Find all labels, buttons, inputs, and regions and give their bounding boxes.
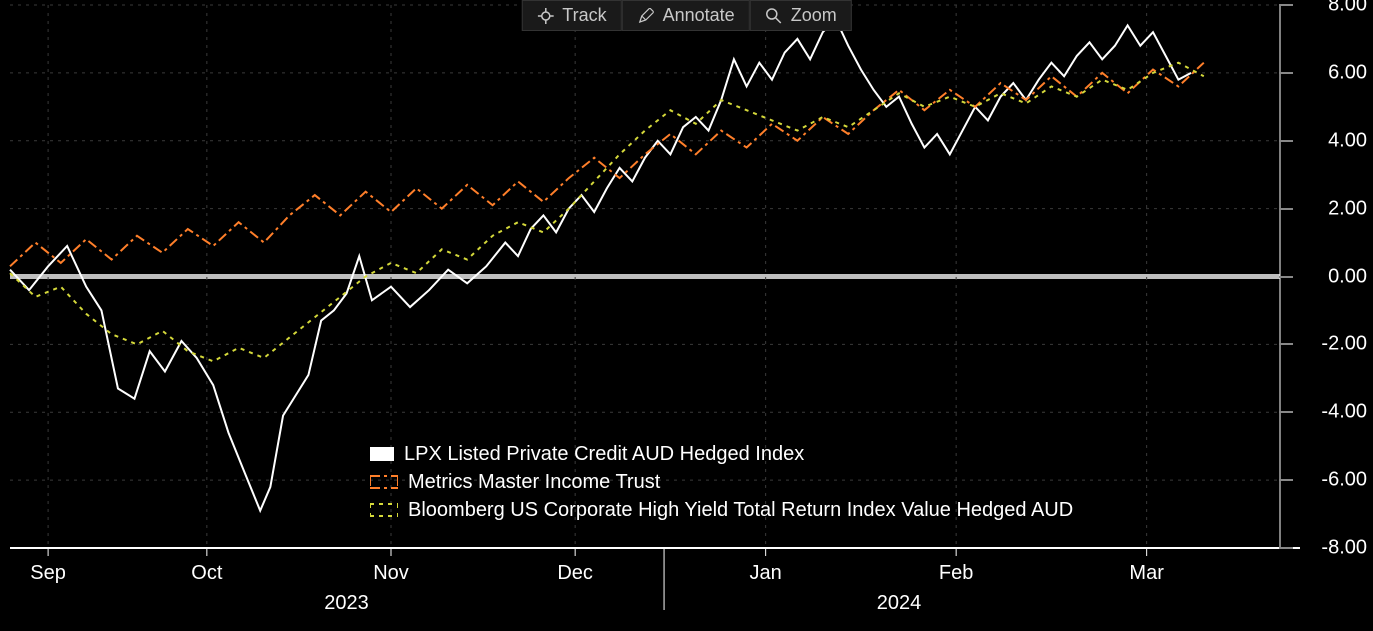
y-tick-label: 4.00 — [1328, 129, 1367, 152]
y-tick-label: -2.00 — [1321, 333, 1367, 356]
x-tick-label: Nov — [373, 562, 409, 585]
x-tick-label: Oct — [191, 562, 222, 585]
annotate-tool[interactable]: Annotate — [622, 0, 750, 31]
zoom-label: Zoom — [791, 5, 837, 26]
y-tick-label: 8.00 — [1328, 0, 1367, 17]
x-tick-label: Jan — [750, 562, 782, 585]
x-tick-label: Sep — [30, 562, 66, 585]
legend-label-1: Metrics Master Income Trust — [408, 468, 660, 496]
x-tick-label: Feb — [939, 562, 973, 585]
pencil-icon — [637, 7, 655, 25]
legend-swatch-1 — [370, 472, 398, 492]
y-tick-mark — [1279, 479, 1293, 481]
year-label: 2024 — [877, 592, 922, 615]
chart-legend: LPX Listed Private Credit AUD Hedged Ind… — [370, 440, 1073, 524]
y-tick-label: 6.00 — [1328, 61, 1367, 84]
chart-plot — [0, 0, 1373, 631]
y-tick-label: -6.00 — [1321, 469, 1367, 492]
y-tick-mark — [1279, 140, 1293, 142]
y-tick-label: -8.00 — [1321, 537, 1367, 560]
year-label: 2023 — [324, 592, 369, 615]
chart-toolbar: Track Annotate Zoom — [521, 0, 851, 31]
track-label: Track — [562, 5, 606, 26]
legend-label-2: Bloomberg US Corporate High Yield Total … — [408, 496, 1073, 524]
y-tick-mark — [1279, 208, 1293, 210]
crosshair-icon — [536, 7, 554, 25]
y-tick-mark — [1279, 343, 1293, 345]
y-tick-label: -4.00 — [1321, 401, 1367, 424]
zoom-tool[interactable]: Zoom — [750, 0, 852, 31]
track-tool[interactable]: Track — [521, 0, 621, 31]
legend-row-1: Metrics Master Income Trust — [370, 468, 1073, 496]
y-tick-mark — [1279, 72, 1293, 74]
y-tick-mark — [1279, 4, 1293, 6]
y-tick-mark — [1279, 276, 1293, 278]
legend-swatch-2 — [370, 500, 398, 520]
y-tick-mark — [1279, 411, 1293, 413]
x-tick-label: Dec — [557, 562, 593, 585]
chart-container: Track Annotate Zoom LPX Listed Private C… — [0, 0, 1373, 631]
legend-row-0: LPX Listed Private Credit AUD Hedged Ind… — [370, 440, 1073, 468]
x-tick-label: Mar — [1129, 562, 1163, 585]
y-tick-label: 0.00 — [1328, 265, 1367, 288]
legend-label-0: LPX Listed Private Credit AUD Hedged Ind… — [404, 440, 804, 468]
magnifier-icon — [765, 7, 783, 25]
legend-swatch-0 — [370, 447, 394, 461]
y-tick-mark — [1279, 547, 1293, 549]
y-tick-label: 2.00 — [1328, 197, 1367, 220]
annotate-label: Annotate — [663, 5, 735, 26]
legend-row-2: Bloomberg US Corporate High Yield Total … — [370, 496, 1073, 524]
